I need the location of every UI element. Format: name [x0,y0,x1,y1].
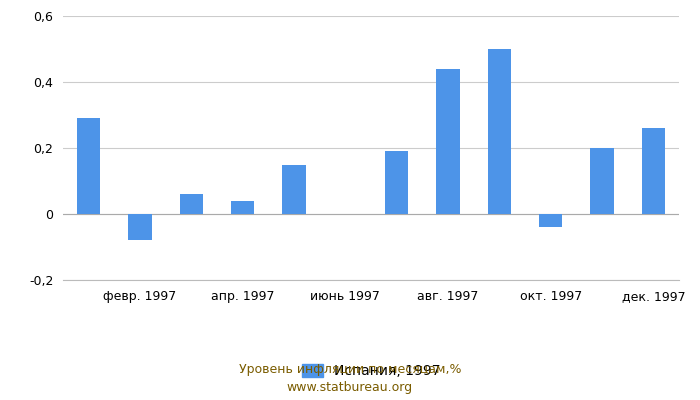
Bar [488,49,511,214]
Bar [437,69,459,214]
Bar [231,201,254,214]
Bar [539,214,562,227]
Bar [129,214,151,240]
Text: Уровень инфляции по месяцам,%: Уровень инфляции по месяцам,% [239,364,461,376]
Bar [180,194,203,214]
Bar [642,128,665,214]
Bar [282,164,305,214]
Text: www.statbureau.org: www.statbureau.org [287,382,413,394]
Bar [77,118,100,214]
Bar [590,148,613,214]
Legend: Испания, 1997: Испания, 1997 [296,359,446,384]
Bar [385,151,408,214]
